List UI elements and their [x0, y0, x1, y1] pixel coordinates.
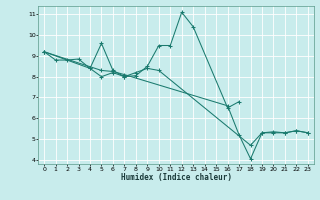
X-axis label: Humidex (Indice chaleur): Humidex (Indice chaleur) — [121, 173, 231, 182]
